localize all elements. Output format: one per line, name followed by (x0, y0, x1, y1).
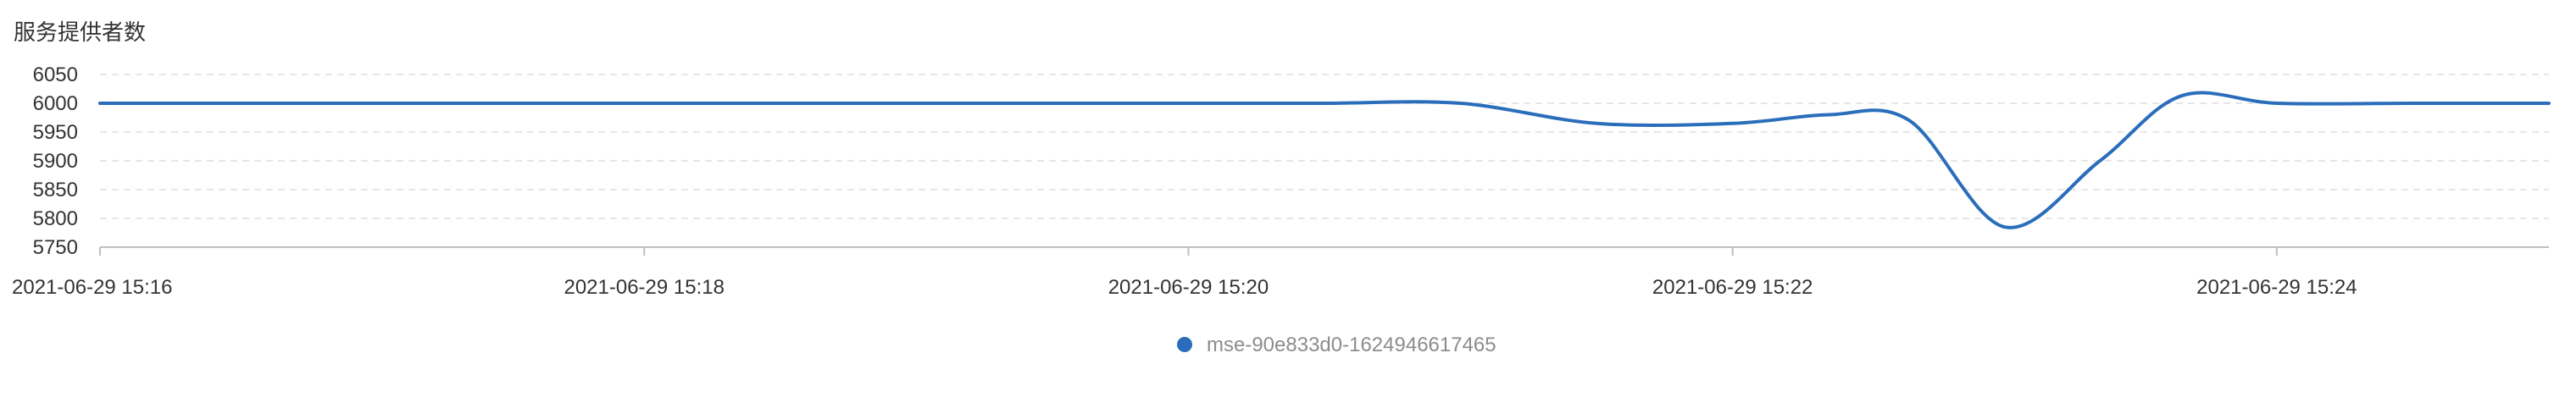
y-tick-label: 5800 (33, 207, 78, 230)
y-tick-label: 6000 (33, 92, 78, 115)
series-lines (98, 91, 2551, 229)
y-tick-label: 6050 (33, 63, 78, 86)
y-tick-label: 5750 (33, 236, 78, 259)
x-tick-label: 2021-06-29 15:16 (12, 276, 173, 299)
series-line (98, 91, 2551, 229)
legend-marker[interactable] (1177, 337, 1192, 352)
y-axis: 5750 5800 5850 5900 5950 6000 6050 (33, 63, 78, 259)
y-tick-label: 5950 (33, 121, 78, 144)
y-tick-label: 5900 (33, 150, 78, 173)
y-tick-label: 5850 (33, 179, 78, 201)
grid-lines (100, 74, 2549, 219)
x-tick-label: 2021-06-29 15:22 (1652, 276, 1813, 299)
legend[interactable]: mse-90e833d0-1624946617465 (1177, 334, 1496, 356)
x-axis: 2021-06-29 15:16 2021-06-29 15:18 2021-06-… (12, 246, 2549, 299)
legend-label[interactable]: mse-90e833d0-1624946617465 (1207, 334, 1496, 356)
x-tick-label: 2021-06-29 15:24 (2196, 276, 2357, 299)
x-tick-label: 2021-06-29 15:18 (564, 276, 724, 299)
chart-title: 服务提供者数 (14, 19, 147, 45)
x-tick-label: 2021-06-29 15:20 (1108, 276, 1269, 299)
